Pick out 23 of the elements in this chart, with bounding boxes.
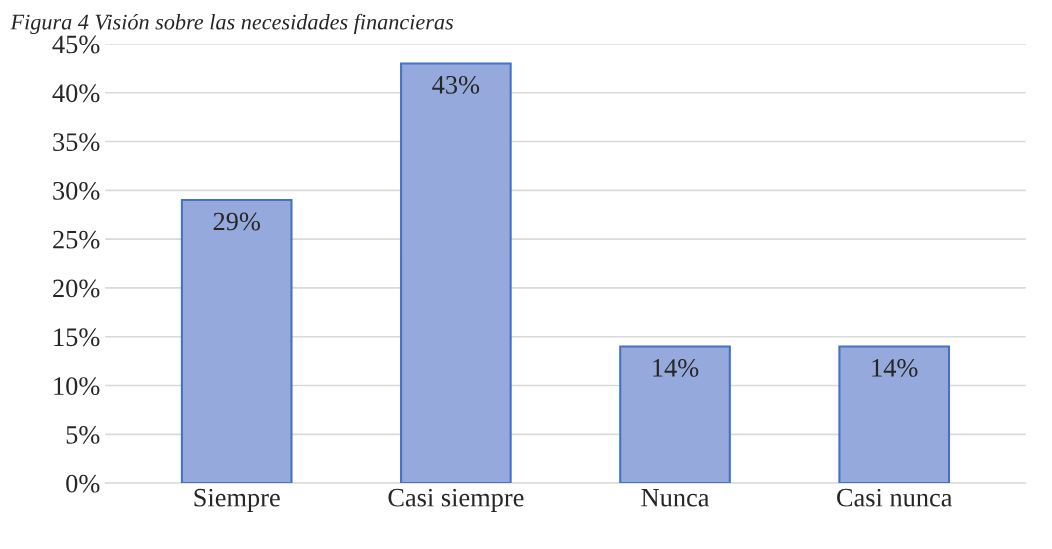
y-tick-label: 45%	[52, 35, 100, 54]
y-tick-label: 35%	[53, 133, 100, 152]
data-label: 43%	[432, 75, 480, 94]
chart-title: Figura 4 Visión sobre las necesidades financieras	[10, 13, 454, 35]
y-tick-label: 15%	[54, 328, 100, 347]
bar	[838, 345, 951, 484]
data-label: 29%	[213, 212, 260, 231]
y-tick-label: 25%	[53, 230, 100, 249]
y-tick-label: 40%	[52, 84, 100, 103]
y-tick-label: 10%	[54, 377, 100, 396]
y-tick-label: 30%	[53, 181, 100, 200]
y-tick-label: 5%	[66, 425, 100, 444]
bar	[619, 345, 731, 484]
y-tick-label: 20%	[53, 279, 100, 298]
x-tick-label: Casi siempre	[388, 488, 524, 512]
y-tick-label: 0%	[66, 474, 100, 493]
x-tick-label: Siempre	[194, 488, 280, 512]
bar	[180, 199, 293, 484]
data-label: 14%	[653, 358, 699, 377]
x-tick-label: Casi nunca	[837, 488, 953, 507]
bar	[400, 62, 512, 484]
data-label: 14%	[872, 358, 918, 377]
x-tick-label: Nunca	[641, 489, 710, 507]
